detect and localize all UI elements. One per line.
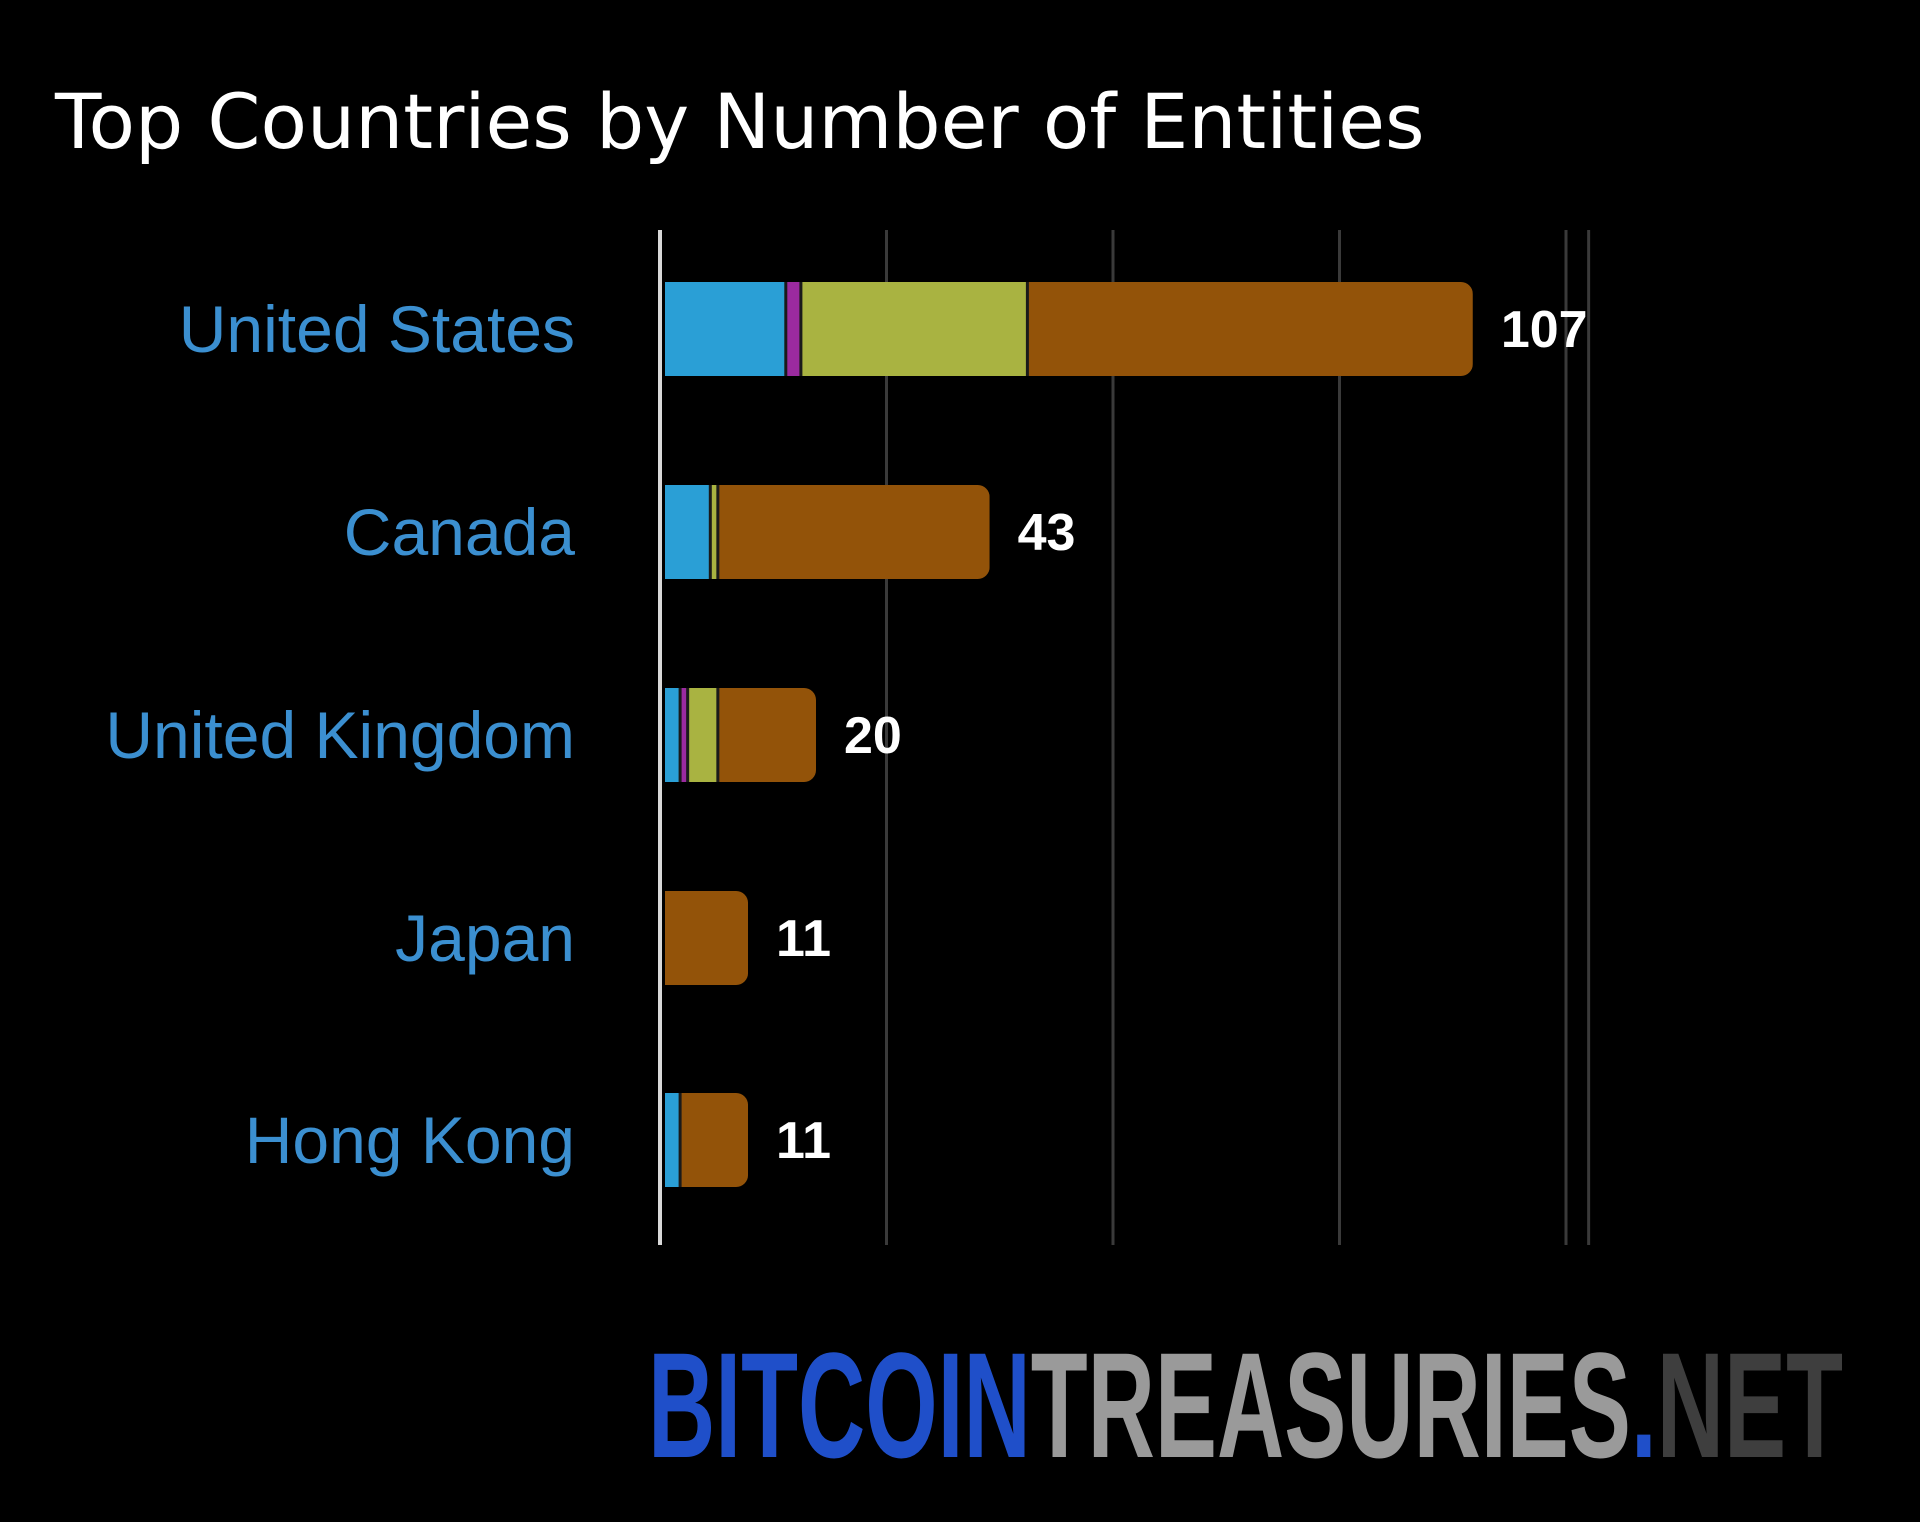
gridlines <box>885 230 1591 1245</box>
bar-segment <box>710 485 718 579</box>
category-label: Japan <box>395 901 575 975</box>
bar-segment <box>800 282 1028 376</box>
bar-segment <box>665 1093 681 1187</box>
bar-segment <box>717 688 816 782</box>
chart-title: Top Countries by Number of Entities <box>55 77 1425 166</box>
bar-segment <box>665 688 681 782</box>
value-label: 11 <box>776 1112 831 1170</box>
category-label: United Kingdom <box>105 698 575 772</box>
bar-segment <box>687 688 718 782</box>
value-label: 107 <box>1501 301 1588 359</box>
bar-segment <box>680 1093 749 1187</box>
bar-group-united-kingdom <box>665 688 816 782</box>
bar-segment <box>665 891 749 985</box>
bitcointreasuries-logo: BITCOINTREASURIES.NET <box>648 1321 1843 1489</box>
category-label: Canada <box>344 495 575 569</box>
bar-group-japan <box>665 891 749 985</box>
logo-dot: . <box>1631 1325 1657 1475</box>
logo-net: NET <box>1657 1325 1843 1475</box>
logo-bitcoin: BITCOIN <box>648 1325 1031 1475</box>
category-label: United States <box>179 292 575 366</box>
bar-group-united-states <box>665 282 1473 376</box>
bars <box>665 282 1473 1187</box>
bar-segment <box>785 282 801 376</box>
svg-text:BITCOINTREASURIES.NET: BITCOINTREASURIES.NET <box>648 1325 1843 1475</box>
value-label: 20 <box>844 707 902 765</box>
bar-segment <box>680 688 688 782</box>
bar-segment <box>665 282 786 376</box>
bar-group-canada <box>665 485 990 579</box>
value-label: 43 <box>1018 504 1076 562</box>
category-label: Hong Kong <box>245 1103 575 1177</box>
bar-group-hong-kong <box>665 1093 749 1187</box>
bar-segment <box>665 485 711 579</box>
bar-segment <box>717 485 990 579</box>
bar-segment <box>1027 282 1473 376</box>
value-label: 11 <box>776 910 831 968</box>
logo-treasuries: TREASURIES <box>1031 1325 1631 1475</box>
labels: United States 107 Canada 43 United Kingdom 20… <box>105 292 1587 1177</box>
